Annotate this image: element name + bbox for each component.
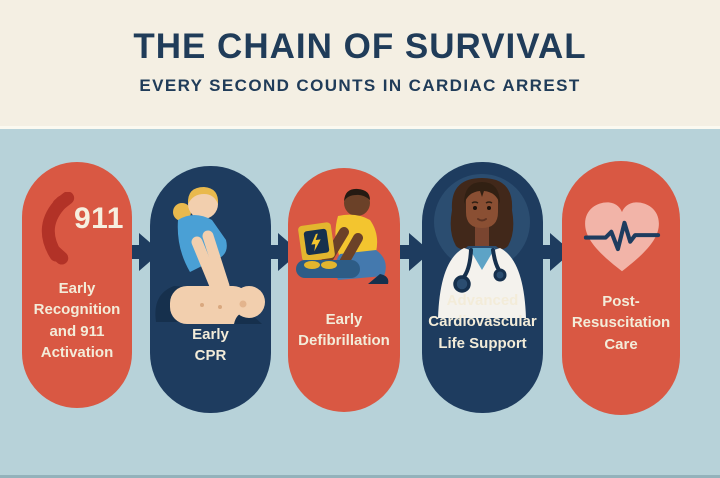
chain-step-early-recognition: 911 Early Recognition and 911 Activation [22,162,132,408]
chain-step-early-defibrillation: Early Defibrillation [288,168,400,412]
chain-step-advanced-cardiovascular-life-support: Advanced Cardiovascular Life Support [422,162,543,413]
phone-911-icon [41,192,75,265]
step-label: Early Defibrillation [298,311,390,350]
arrow-right-icon [391,233,431,271]
bottom-edge-divider [0,475,720,478]
page-title: THE CHAIN OF SURVIVAL [133,27,587,66]
step-label: Post- Resuscitation Care [571,293,671,353]
arrow-right-icon [532,233,572,271]
cpr-illustration [155,187,265,324]
doctor-illustration [434,174,530,318]
step-label: Early CPR [192,326,229,365]
step-label: Early Recognition and 911 Activation [33,280,121,361]
header: THE CHAIN OF SURVIVAL EVERY SECOND COUNT… [0,0,720,129]
chain-step-early-cpr: Early CPR [150,166,271,413]
arrow-right-icon [121,233,161,271]
step-label: Advanced Cardiovascular Life Support [428,292,537,352]
chain-step-post-resuscitation-care: Post- Resuscitation Care [562,161,680,415]
arrow-right-icon [260,233,300,271]
page-subtitle: EVERY SECOND COUNTS IN CARDIAC ARREST [139,76,581,95]
heart-ekg-icon [583,202,661,272]
aed-illustration [296,188,389,284]
badge-911: 911 [74,202,124,235]
